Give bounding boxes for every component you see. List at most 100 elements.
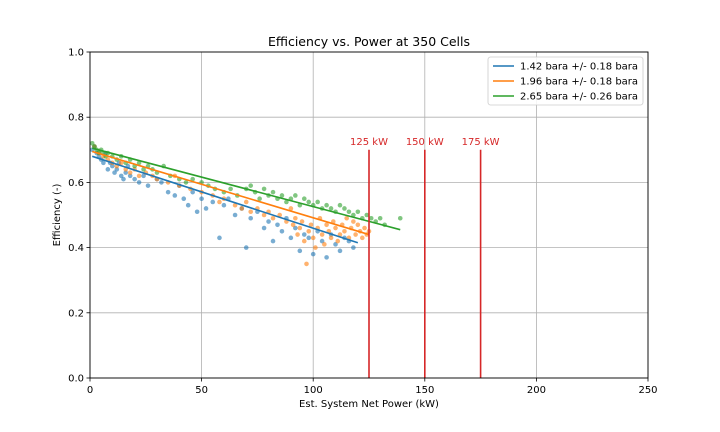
y-tick-label: 0.6 [68,178,84,189]
data-point [293,193,298,198]
data-point [270,189,276,195]
data-point [190,176,195,182]
data-point [112,170,117,175]
data-point [328,206,334,211]
data-point [275,222,280,228]
data-point [89,140,95,146]
data-point [172,193,178,198]
data-point [306,199,312,205]
data-point [306,235,312,241]
x-axis-label: Est. System Net Power (kW) [299,399,439,410]
fit-line [91,155,359,244]
data-point [297,225,303,231]
data-point [248,183,254,188]
data-point [127,173,133,179]
data-point [243,245,249,250]
data-point [293,225,298,231]
data-point [145,183,151,188]
data-point [141,173,146,179]
data-point [228,186,233,192]
x-tick-label: 0 [87,385,93,396]
legend-label: 1.42 bara +/- 0.18 bara [520,62,638,73]
data-point [248,215,254,221]
data-point [136,180,142,185]
data-point [319,232,325,237]
data-point [304,261,309,267]
data-point [199,196,204,201]
data-point [183,180,189,185]
data-point [101,160,106,166]
legend: 1.42 bara +/- 0.18 bara 1.96 bara +/- 0.1… [487,56,644,106]
x-tick-label: 250 [638,385,657,396]
data-point [257,196,262,201]
data-point [217,235,222,241]
x-tick-label: 200 [527,385,546,396]
data-point [324,255,329,260]
data-point [295,232,300,237]
power-marker-label: 150 kW [406,137,444,148]
data-point [261,225,267,231]
data-point [337,202,343,208]
data-point [118,160,124,166]
y-tick-label: 0.4 [68,243,84,254]
data-point [297,248,303,254]
legend-label: 2.65 bara +/- 0.26 bara [520,92,638,103]
data-point [335,238,341,244]
data-point [185,202,191,208]
data-point [288,235,294,241]
data-point [319,238,325,244]
plot-frame [89,51,649,379]
data-point [221,202,227,208]
x-tick-label: 100 [304,385,323,396]
data-point [261,186,267,192]
data-point [344,215,349,221]
data-point [353,232,358,237]
data-point [105,167,111,172]
data-point [310,251,316,257]
data-point [141,167,146,172]
data-point [293,215,298,221]
data-point [288,206,294,211]
data-point [114,167,120,172]
data-point [127,170,133,175]
data-point [355,222,361,228]
data-point [377,215,383,221]
data-point [290,222,296,228]
data-point [121,176,126,182]
data-point [351,219,356,224]
data-point [136,173,142,179]
power-marker-label: 125 kW [350,137,388,148]
data-point [315,199,320,205]
data-point [322,242,327,247]
data-point [310,235,316,241]
data-point [190,189,195,195]
data-point [248,209,254,215]
data-point [194,209,200,215]
data-point [110,163,115,169]
data-point [308,222,314,228]
data-point [301,196,307,201]
data-point [279,229,285,234]
data-point [181,196,187,201]
power-marker-label: 175 kW [462,137,500,148]
data-point [342,229,347,234]
data-point [324,202,329,208]
data-point [159,180,164,185]
data-point [342,206,347,211]
data-point [210,199,216,205]
data-point [266,219,271,224]
data-point [333,225,338,231]
data-point [328,235,334,241]
data-point [270,215,276,221]
data-point [118,173,124,179]
data-point [243,199,249,205]
y-axis-label: Efficiency (-) [52,184,63,247]
data-point [313,245,318,250]
data-point [261,212,267,218]
chart-title: Efficiency vs. Power at 350 Cells [268,34,470,49]
y-tick-label: 1.0 [68,48,84,59]
x-tick-label: 50 [195,385,208,396]
fit-line [92,147,401,231]
axis-ticks: 0 50 100 150 200 250 0.0 0.2 0.4 0.6 0.8 1.0 [68,48,657,397]
